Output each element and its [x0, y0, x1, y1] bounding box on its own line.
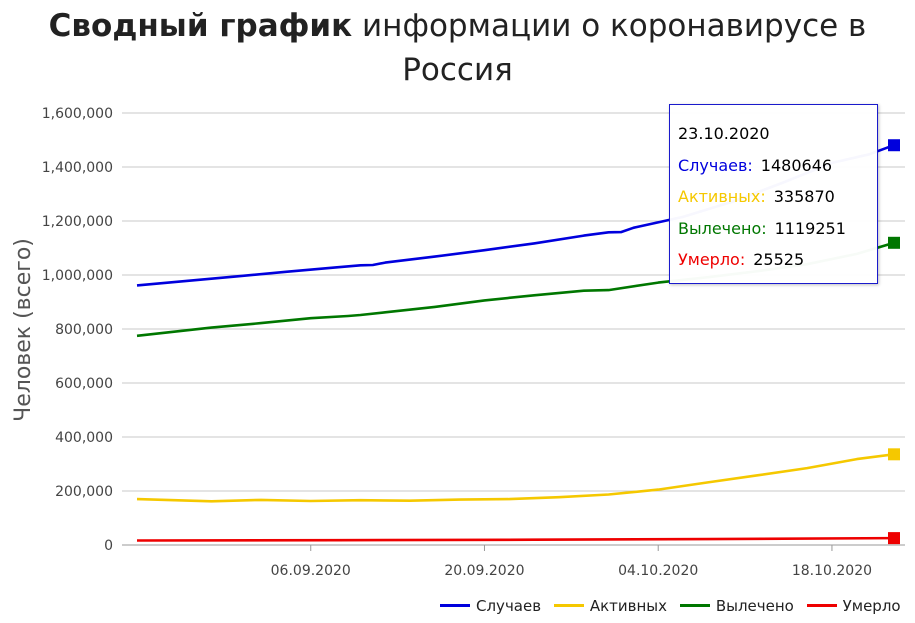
y-tick-label: 200,000 — [55, 484, 113, 500]
x-tick-label: 04.10.2020 — [618, 563, 698, 579]
legend-label: Вылечено — [715, 597, 794, 615]
y-tick-label: 1,000,000 — [42, 268, 113, 284]
tooltip-label: Вылечено: — [678, 218, 767, 238]
tooltip-value: 1480646 — [760, 155, 833, 175]
chart-title-rest: информации о коронавирусе в Россия — [352, 8, 867, 88]
tooltip-label: Случаев: — [678, 155, 753, 175]
legend-swatch — [806, 604, 837, 607]
y-tick-label: 1,200,000 — [42, 214, 113, 230]
x-tick-label: 20.09.2020 — [444, 563, 524, 579]
legend-item-recovered[interactable]: Вылечено — [679, 597, 794, 615]
x-tick-label: 06.09.2020 — [271, 563, 351, 579]
end-marker-deaths[interactable] — [888, 532, 900, 545]
y-tick-label: 1,400,000 — [42, 160, 113, 176]
legend-label: Случаев — [476, 597, 542, 615]
series-line-deaths — [136, 536, 895, 542]
hover-tooltip: 23.10.2020 Случаев: 1480646 Активных: 3358… — [669, 104, 878, 284]
legend-label: Умерло — [842, 597, 901, 615]
end-marker-cases[interactable] — [888, 139, 900, 152]
legend-item-deaths[interactable]: Умерло — [806, 597, 901, 615]
tooltip-row-active: Активных: 335870 — [678, 181, 877, 213]
y-tick-label: 400,000 — [55, 430, 113, 446]
legend-item-active[interactable]: Активных — [553, 597, 668, 615]
chart-title-bold: Сводный график — [48, 8, 353, 44]
x-axis-ticks: 06.09.2020 20.09.2020 04.10.2020 18.10.2020 — [271, 545, 872, 579]
y-tick-label: 600,000 — [55, 376, 113, 392]
chart-title: Сводный график информации о коронавирусе… — [0, 4, 915, 92]
legend-item-cases[interactable]: Случаев — [440, 597, 541, 615]
tooltip-label: Активных: — [678, 187, 766, 206]
tooltip-row-deaths: Умерло: 25525 — [678, 244, 877, 276]
legend-label: Активных — [589, 597, 668, 615]
end-marker-recovered[interactable] — [888, 236, 900, 249]
series-end-markers — [888, 139, 900, 545]
tooltip-value: 25525 — [753, 250, 805, 269]
tooltip-value: 335870 — [773, 187, 835, 206]
series-line-active — [136, 453, 895, 503]
tooltip-value: 1119251 — [774, 218, 846, 238]
gridlines — [122, 112, 905, 546]
y-tick-label: 1,600,000 — [42, 106, 113, 122]
legend-swatch — [679, 604, 710, 607]
x-tick-label: 18.10.2020 — [792, 563, 872, 579]
tooltip-label: Умерло: — [678, 250, 746, 269]
tooltip-row-recovered: Вылечено: 1119251 — [678, 213, 877, 245]
end-marker-active[interactable] — [888, 448, 900, 461]
y-tick-label: 800,000 — [55, 322, 113, 338]
tooltip-date: 23.10.2020 — [678, 124, 770, 143]
y-axis-ticks: 0 200,000 400,000 600,000 800,000 1,000,000 1,… — [42, 106, 113, 554]
tooltip-row-cases: Случаев: 1480646 — [678, 150, 877, 182]
y-axis-label: Человек (всего) — [11, 238, 36, 422]
chart-legend: Случаев Активных Вылечено Умерло — [440, 597, 909, 615]
y-tick-label: 0 — [104, 538, 113, 554]
legend-swatch — [440, 604, 470, 607]
legend-swatch — [553, 604, 584, 607]
